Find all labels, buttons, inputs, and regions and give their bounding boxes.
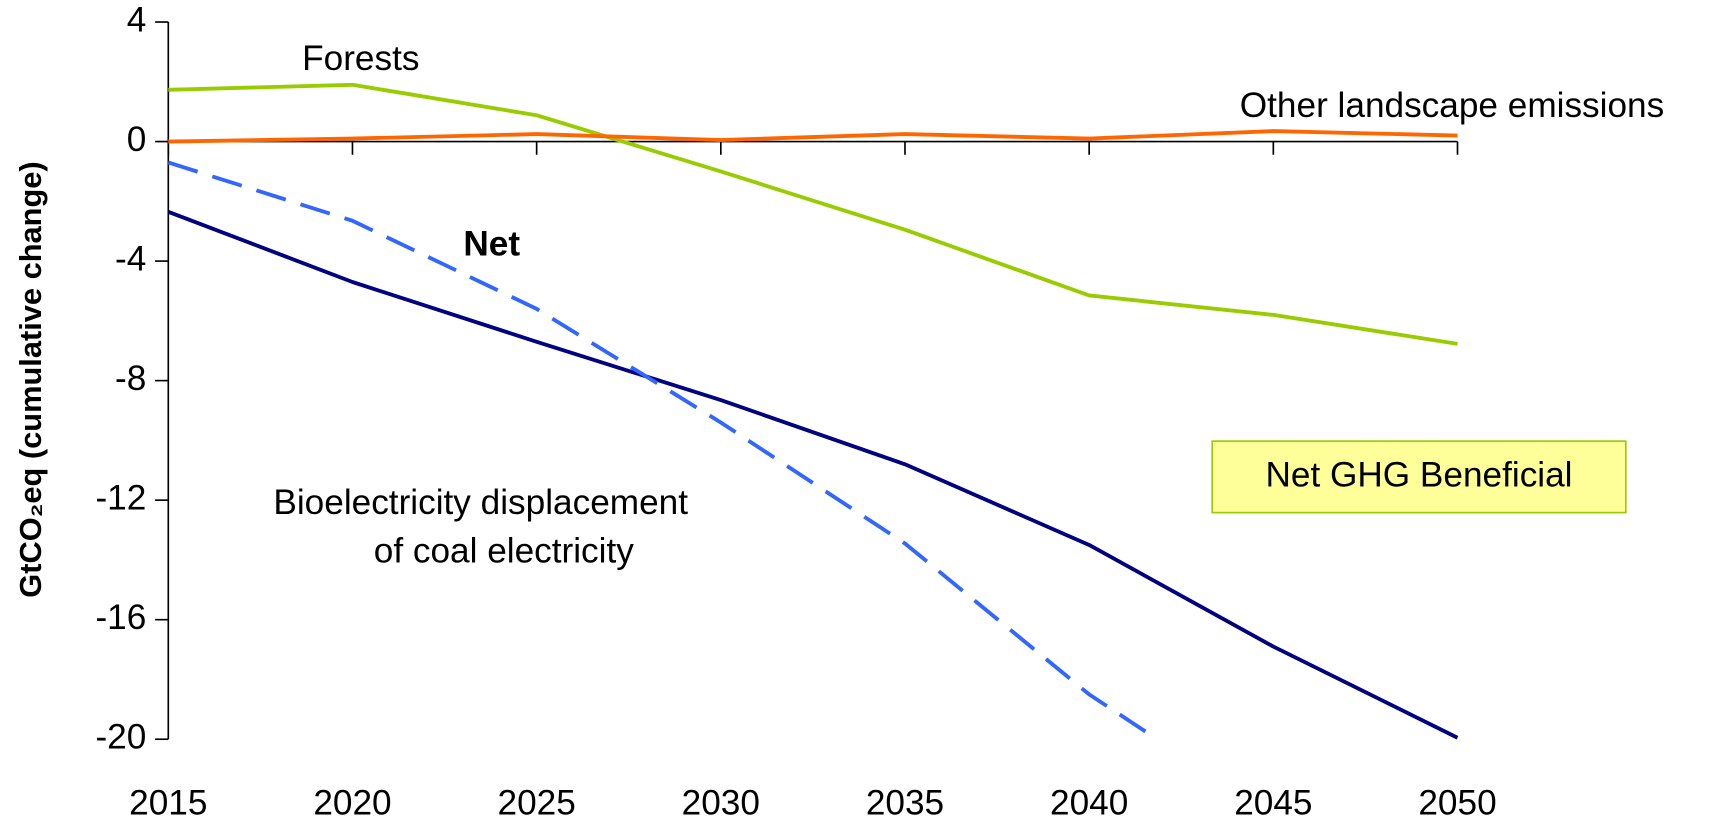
y-tick-label: -4 xyxy=(115,239,146,278)
y-tick-label: 4 xyxy=(127,0,147,39)
y-axis-label: GtCO₂eq (cumulative change) xyxy=(13,161,48,597)
x-tick-label: 2045 xyxy=(1234,784,1312,818)
x-tick-label: 2020 xyxy=(313,784,391,818)
x-tick-label: 2015 xyxy=(129,784,207,818)
annotation-box xyxy=(1211,440,1627,514)
y-tick-label: -12 xyxy=(95,478,146,517)
x-tick-label: 2025 xyxy=(498,784,576,818)
y-tick-label: 0 xyxy=(127,120,147,159)
series-line xyxy=(167,160,1150,735)
annotation: Other landscape emissions xyxy=(1240,86,1664,125)
y-tick-label: -8 xyxy=(115,359,146,398)
x-tick-label: 2040 xyxy=(1050,784,1128,818)
x-tick-label: 2035 xyxy=(866,784,944,818)
y-tick-label: -20 xyxy=(95,718,146,757)
series-line xyxy=(168,82,1458,346)
series-line xyxy=(168,129,1458,144)
x-tick-label: 2050 xyxy=(1418,784,1496,818)
annotation: Forests xyxy=(302,39,419,78)
x-tick-label: 2030 xyxy=(682,784,760,818)
annotation: Net GHG Beneficial xyxy=(1265,456,1572,495)
annotation: Net xyxy=(463,225,520,264)
annotation: of coal electricity xyxy=(374,532,634,571)
y-tick-label: -16 xyxy=(95,598,146,637)
series-line xyxy=(167,209,1459,740)
annotation: Bioelectricity displacement xyxy=(273,483,688,522)
